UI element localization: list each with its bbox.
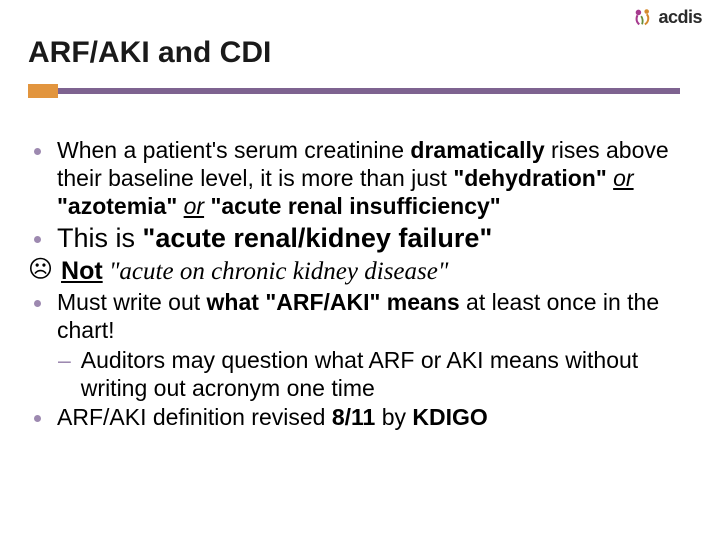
bullet-text: Must write out what "ARF/AKI" means at l… xyxy=(57,288,690,344)
bullet-item: This is "acute renal/kidney failure" xyxy=(34,222,690,254)
acdis-logo-icon xyxy=(632,6,654,28)
text-fragment: ARF/AKI definition revised xyxy=(57,404,332,430)
bullet-icon xyxy=(34,148,41,155)
bullet-item: When a patient's serum creatinine dramat… xyxy=(34,136,690,220)
title-separator xyxy=(28,84,692,98)
bullet-icon xyxy=(34,300,41,307)
bullet-item-emphasis: ☹ Not "acute on chronic kidney disease" xyxy=(28,257,690,287)
text-bold: "acute renal insufficiency" xyxy=(210,193,500,219)
bullet-text: When a patient's serum creatinine dramat… xyxy=(57,136,690,220)
sub-bullet-item: – Auditors may question what ARF or AKI … xyxy=(58,346,690,402)
text-fragment: This is xyxy=(57,223,143,253)
brand-logo: acdis xyxy=(632,6,702,28)
sad-face-icon: ☹ xyxy=(28,257,53,283)
bullet-text: ARF/AKI definition revised 8/11 by KDIGO xyxy=(57,403,690,431)
text-bold: KDIGO xyxy=(412,404,487,430)
text-or: or xyxy=(184,193,204,219)
text-bold: dramatically xyxy=(410,137,544,163)
text-italic: "acute on chronic kidney disease" xyxy=(103,258,449,285)
text-fragment: When a patient's serum creatinine xyxy=(57,137,410,163)
text-bold: "dehydration" xyxy=(453,165,606,191)
text-bold: "azotemia" xyxy=(57,193,177,219)
dash-icon: – xyxy=(58,346,71,374)
bullet-text: This is "acute renal/kidney failure" xyxy=(57,222,690,254)
bullet-text: Not "acute on chronic kidney disease" xyxy=(61,257,448,287)
brand-logo-text: acdis xyxy=(658,7,702,28)
text-bold: what "ARF/AKI" means xyxy=(207,289,460,315)
text-or: or xyxy=(613,165,633,191)
separator-accent-block xyxy=(28,84,58,98)
bullet-item: ARF/AKI definition revised 8/11 by KDIGO xyxy=(34,403,690,431)
text-not: Not xyxy=(61,257,103,285)
bullet-item: Must write out what "ARF/AKI" means at l… xyxy=(34,288,690,344)
bullet-icon xyxy=(34,415,41,422)
text-fragment: by xyxy=(375,404,412,430)
slide-header: ARF/AKI and CDI xyxy=(0,0,720,110)
text-bold: "acute renal/kidney failure" xyxy=(143,223,493,253)
slide-title: ARF/AKI and CDI xyxy=(28,36,692,70)
separator-line xyxy=(58,88,680,94)
bullet-icon xyxy=(34,236,41,243)
text-fragment: Must write out xyxy=(57,289,207,315)
text-bold: 8/11 xyxy=(332,404,376,430)
slide-body: When a patient's serum creatinine dramat… xyxy=(0,110,720,431)
sub-bullet-text: Auditors may question what ARF or AKI me… xyxy=(81,346,690,402)
